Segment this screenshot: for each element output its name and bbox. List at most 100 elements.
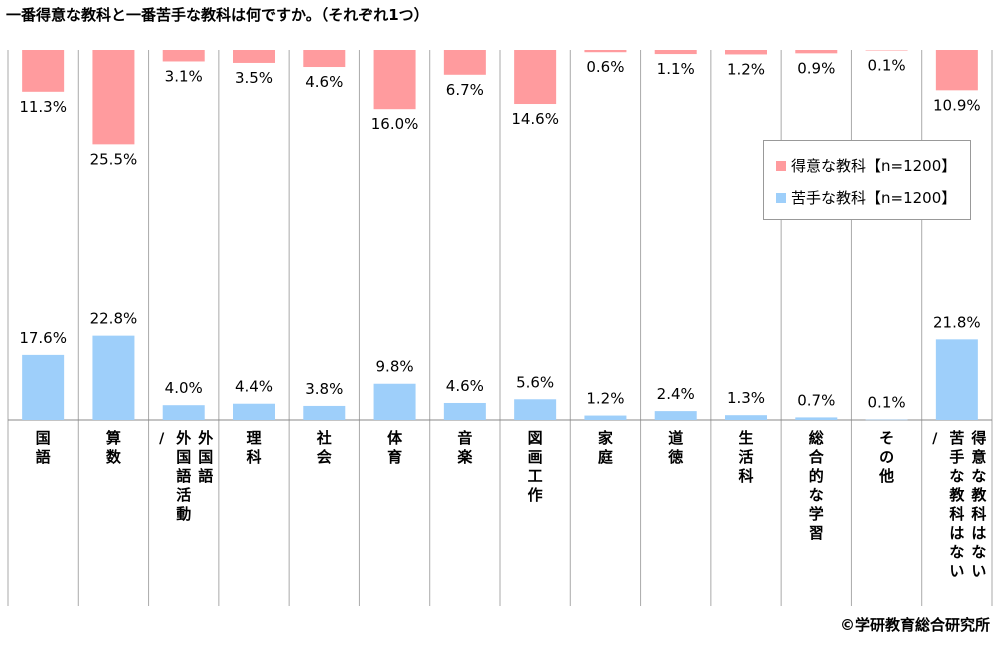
bar-good xyxy=(865,50,908,51)
category-label-char: 外 xyxy=(197,429,213,447)
data-label-good: 1.1% xyxy=(657,60,695,78)
category-label-char: 生 xyxy=(738,429,753,447)
category-label-char: 科 xyxy=(246,448,261,466)
bar-good xyxy=(373,50,416,110)
data-label-bad: 0.1% xyxy=(868,394,906,412)
category-label-char: は xyxy=(971,524,986,542)
category-label-char: 教 xyxy=(970,486,987,504)
bar-bad xyxy=(654,411,697,420)
category-label-char: の xyxy=(879,448,894,466)
bar-bad xyxy=(584,415,627,420)
category-label-char: 算 xyxy=(106,429,121,447)
data-label-good: 10.9% xyxy=(933,96,981,114)
category-label-char: 国 xyxy=(36,429,51,447)
bar-bad xyxy=(795,417,838,420)
category-label-char: 体 xyxy=(387,429,403,447)
bar-bad xyxy=(514,399,557,420)
data-label-good: 3.1% xyxy=(165,67,203,85)
category-label-char: 習 xyxy=(809,524,824,542)
data-label-good: 11.3% xyxy=(19,98,67,116)
category-label-char: 数 xyxy=(106,448,122,466)
bar-bad xyxy=(92,335,135,420)
data-label-good: 25.5% xyxy=(90,150,138,168)
data-label-bad: 1.3% xyxy=(727,389,765,407)
category-label-char: な xyxy=(809,486,824,504)
legend: 得意な教科【n=1200】 苦手な教科【n=1200】 xyxy=(763,140,971,220)
bar-good xyxy=(443,50,486,75)
category-label-char: 家 xyxy=(598,429,613,447)
bar-bad xyxy=(935,339,978,420)
category-label-char: そ xyxy=(879,429,894,447)
bar-good xyxy=(795,50,838,54)
category-label-char: 語 xyxy=(176,467,191,485)
category-label-char: 活 xyxy=(176,486,191,504)
category-label-char: 国 xyxy=(198,448,213,466)
data-label-good: 6.7% xyxy=(446,81,484,99)
category-label-char: い xyxy=(971,562,986,580)
data-label-bad: 2.4% xyxy=(657,385,695,403)
category-label-char: 意 xyxy=(971,448,986,466)
bar-good xyxy=(514,50,557,105)
category-label-char: 合 xyxy=(808,448,825,466)
data-label-bad: 4.4% xyxy=(235,378,273,396)
legend-swatch-good xyxy=(776,160,786,171)
bar-bad xyxy=(865,419,908,421)
category-label-char: 楽 xyxy=(457,448,473,466)
category-label-char: 図 xyxy=(528,429,543,447)
data-label-good: 3.5% xyxy=(235,69,273,87)
category-label-char: / xyxy=(932,431,938,447)
category-label-char: 作 xyxy=(528,486,543,504)
category-label-char: 育 xyxy=(387,448,402,466)
category-label-char: 工 xyxy=(528,467,543,485)
legend-item-good: 得意な教科【n=1200】 xyxy=(776,155,956,176)
bar-bad xyxy=(373,383,416,420)
data-label-bad: 21.8% xyxy=(933,313,981,331)
category-label-char: い xyxy=(949,562,964,580)
bar-bad xyxy=(162,405,205,420)
bar-good xyxy=(303,50,346,68)
legend-label-bad: 苦手な教科【n=1200】 xyxy=(791,189,957,207)
data-label-bad: 1.2% xyxy=(586,390,624,408)
bar-bad xyxy=(233,403,275,420)
category-label-char: 手 xyxy=(949,448,964,466)
category-label-char: 苦 xyxy=(949,429,964,447)
data-label-good: 1.2% xyxy=(727,60,765,78)
category-label-char: 庭 xyxy=(598,448,614,466)
data-label-bad: 5.6% xyxy=(516,373,554,391)
bar-bad xyxy=(22,354,65,420)
data-label-bad: 4.6% xyxy=(446,377,484,395)
data-label-good: 14.6% xyxy=(511,110,559,128)
bar-good xyxy=(654,50,697,55)
legend-item-bad: 苦手な教科【n=1200】 xyxy=(776,187,956,208)
category-label-char: 的 xyxy=(809,467,824,485)
bar-good xyxy=(233,50,275,63)
data-label-bad: 3.8% xyxy=(305,380,343,398)
category-label-char: 学 xyxy=(809,505,824,523)
data-label-bad: 0.7% xyxy=(797,391,835,409)
category-label-char: / xyxy=(159,431,165,447)
category-label-char: 徳 xyxy=(667,448,683,466)
category-label-char: 音 xyxy=(457,429,472,447)
bar-good xyxy=(22,50,65,92)
data-label-good: 0.6% xyxy=(586,58,624,76)
category-label-char: 社 xyxy=(316,429,332,447)
bar-bad xyxy=(443,402,486,420)
category-label-char: 科 xyxy=(738,467,753,485)
category-label-char: 理 xyxy=(246,429,261,447)
data-label-bad: 17.6% xyxy=(19,329,67,347)
bar-good xyxy=(584,50,627,53)
category-label-char: は xyxy=(949,524,964,542)
category-label-char: 語 xyxy=(198,467,213,485)
category-label-char: な xyxy=(949,543,964,561)
category-label-char: 道 xyxy=(668,429,683,447)
bar-bad xyxy=(303,405,346,420)
data-label-bad: 22.8% xyxy=(90,310,138,328)
category-label-char: 得 xyxy=(970,429,986,447)
category-label-char: な xyxy=(949,467,964,485)
chart-title: 一番得意な教科と一番苦手な教科は何ですか。（それぞれ1つ） xyxy=(6,6,429,24)
bar-bad xyxy=(725,415,767,420)
category-label-char: 国 xyxy=(176,448,191,466)
category-label-char: 教 xyxy=(948,486,965,504)
bar-good xyxy=(162,50,205,62)
data-label-bad: 4.0% xyxy=(165,379,203,397)
